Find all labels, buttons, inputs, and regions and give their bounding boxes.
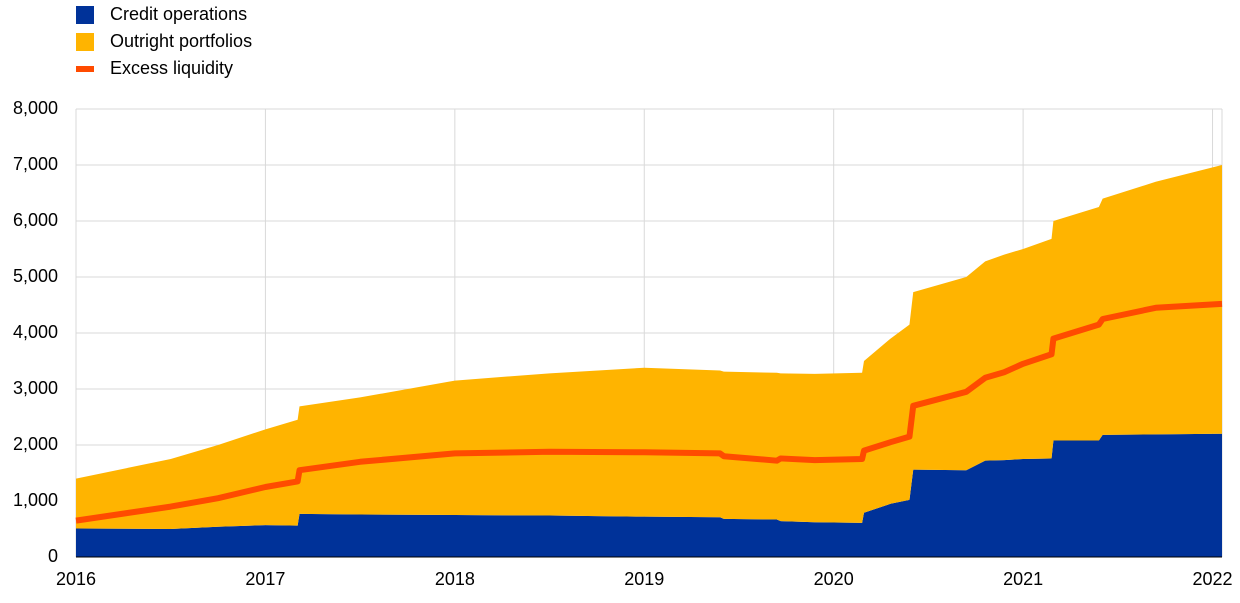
y-tick-label: 4,000 bbox=[13, 322, 58, 342]
legend-label: Outright portfolios bbox=[110, 31, 252, 51]
y-tick-label: 7,000 bbox=[13, 154, 58, 174]
y-tick-label: 3,000 bbox=[13, 378, 58, 398]
x-tick-label: 2022 bbox=[1193, 569, 1233, 589]
area bbox=[76, 165, 1222, 529]
x-tick-label: 2018 bbox=[435, 569, 475, 589]
area bbox=[76, 433, 1222, 557]
x-tick-label: 2019 bbox=[624, 569, 664, 589]
y-tick-label: 5,000 bbox=[13, 266, 58, 286]
x-tick-label: 2016 bbox=[56, 569, 96, 589]
x-tick-label: 2020 bbox=[814, 569, 854, 589]
x-tick-label: 2017 bbox=[245, 569, 285, 589]
legend-swatch bbox=[76, 66, 94, 72]
y-tick-label: 0 bbox=[48, 546, 58, 566]
legend-swatch bbox=[76, 33, 94, 51]
y-tick-label: 2,000 bbox=[13, 434, 58, 454]
legend-swatch bbox=[76, 6, 94, 24]
line bbox=[75, 300, 1223, 524]
y-tick-label: 8,000 bbox=[13, 98, 58, 118]
x-tick-label: 2021 bbox=[1003, 569, 1043, 589]
y-tick-label: 6,000 bbox=[13, 210, 58, 230]
y-tick-label: 1,000 bbox=[13, 490, 58, 510]
legend-label: Credit operations bbox=[110, 4, 247, 24]
legend-label: Excess liquidity bbox=[110, 58, 233, 78]
